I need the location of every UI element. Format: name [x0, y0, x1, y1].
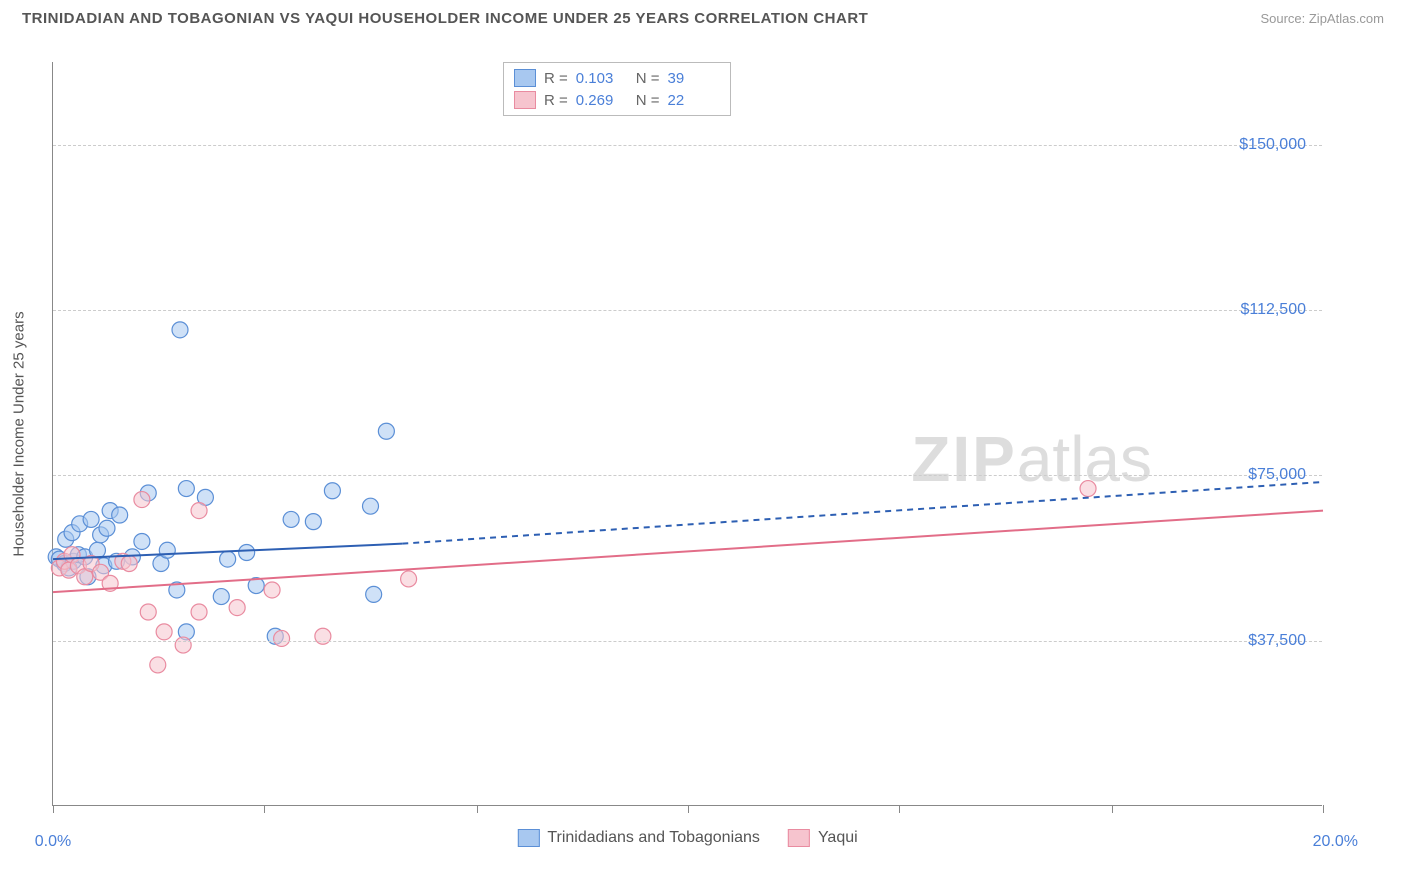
gridline-h — [53, 310, 1322, 311]
scatter-point — [305, 514, 321, 530]
scatter-point — [378, 423, 394, 439]
plot-area: Householder Income Under 25 years ZIPatl… — [52, 62, 1322, 806]
legend-correlation: R = 0.103 N = 39 R = 0.269 N = 22 — [503, 62, 731, 116]
xaxis-tick — [264, 805, 265, 813]
swatch-series2-b — [788, 829, 810, 847]
scatter-point — [220, 551, 236, 567]
scatter-point — [229, 600, 245, 616]
xaxis-max-label: 20.0% — [1313, 833, 1358, 851]
n-value-2: 22 — [668, 92, 720, 109]
scatter-point — [121, 556, 137, 572]
scatter-point — [315, 628, 331, 644]
scatter-point — [401, 571, 417, 587]
r-label: R = — [544, 70, 568, 87]
scatter-point — [366, 586, 382, 602]
xaxis-tick — [1323, 805, 1324, 813]
source-link[interactable]: ZipAtlas.com — [1309, 11, 1384, 26]
scatter-point — [191, 503, 207, 519]
legend-series: Trinidadians and Tobagonians Yaqui — [517, 829, 857, 847]
scatter-point — [140, 604, 156, 620]
scatter-point — [159, 542, 175, 558]
scatter-point — [324, 483, 340, 499]
plot-svg — [53, 62, 1322, 805]
r-value-1: 0.103 — [576, 70, 628, 87]
legend-row-series1: R = 0.103 N = 39 — [514, 67, 720, 89]
xaxis-min-label: 0.0% — [35, 833, 71, 851]
scatter-point — [172, 322, 188, 338]
swatch-series2 — [514, 91, 536, 109]
r-label: R = — [544, 92, 568, 109]
xaxis-tick — [688, 805, 689, 813]
yaxis-tick-label: $75,000 — [1248, 466, 1306, 484]
scatter-point — [363, 498, 379, 514]
scatter-point — [150, 657, 166, 673]
scatter-point — [178, 481, 194, 497]
scatter-point — [99, 520, 115, 536]
gridline-h — [53, 475, 1322, 476]
xaxis-tick — [1112, 805, 1113, 813]
scatter-point — [239, 544, 255, 560]
gridline-h — [53, 641, 1322, 642]
scatter-point — [213, 589, 229, 605]
xaxis-tick — [899, 805, 900, 813]
chart-title: TRINIDADIAN AND TOBAGONIAN VS YAQUI HOUS… — [22, 10, 868, 27]
scatter-point — [1080, 481, 1096, 497]
trend-line — [402, 482, 1323, 544]
n-value-1: 39 — [668, 70, 720, 87]
legend-label-2: Yaqui — [818, 829, 858, 847]
scatter-point — [83, 511, 99, 527]
scatter-point — [274, 630, 290, 646]
scatter-point — [283, 511, 299, 527]
xaxis-tick — [53, 805, 54, 813]
legend-item-1: Trinidadians and Tobagonians — [517, 829, 760, 847]
scatter-point — [156, 624, 172, 640]
n-label: N = — [636, 92, 660, 109]
yaxis-tick-label: $150,000 — [1239, 136, 1306, 154]
legend-row-series2: R = 0.269 N = 22 — [514, 89, 720, 111]
scatter-point — [191, 604, 207, 620]
yaxis-tick-label: $37,500 — [1248, 632, 1306, 650]
scatter-point — [264, 582, 280, 598]
swatch-series1-b — [517, 829, 539, 847]
scatter-point — [134, 492, 150, 508]
gridline-h — [53, 145, 1322, 146]
r-value-2: 0.269 — [576, 92, 628, 109]
legend-item-2: Yaqui — [788, 829, 858, 847]
n-label: N = — [636, 70, 660, 87]
legend-label-1: Trinidadians and Tobagonians — [547, 829, 760, 847]
chart: Householder Income Under 25 years ZIPatl… — [52, 62, 1374, 806]
scatter-point — [112, 507, 128, 523]
header: TRINIDADIAN AND TOBAGONIAN VS YAQUI HOUS… — [0, 0, 1406, 37]
source-prefix: Source: — [1260, 11, 1308, 26]
source: Source: ZipAtlas.com — [1260, 11, 1384, 26]
yaxis-title: Householder Income Under 25 years — [11, 311, 28, 556]
yaxis-tick-label: $112,500 — [1240, 301, 1306, 319]
scatter-point — [134, 533, 150, 549]
xaxis-tick — [477, 805, 478, 813]
swatch-series1 — [514, 69, 536, 87]
scatter-point — [175, 637, 191, 653]
